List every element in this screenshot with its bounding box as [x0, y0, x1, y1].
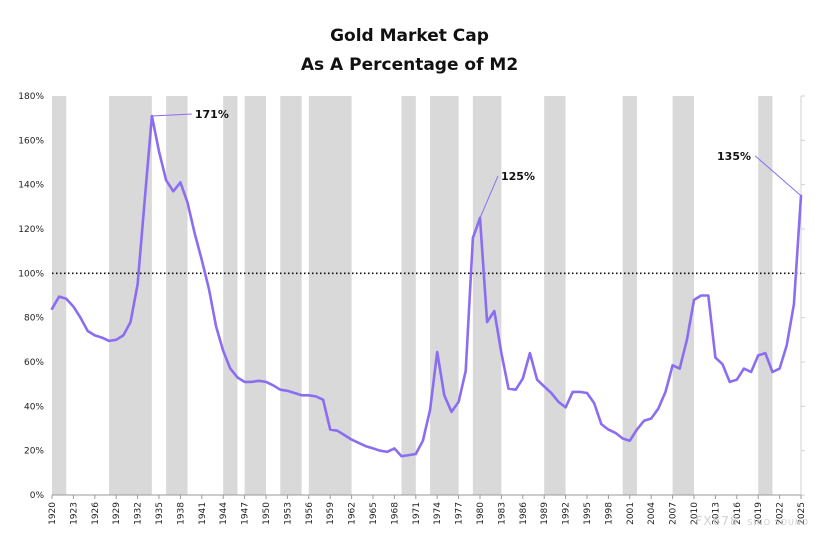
- x-tick-label: 1974: [433, 502, 443, 525]
- y-tick-label: 100%: [18, 269, 44, 279]
- y-tick-label: 140%: [18, 181, 44, 191]
- x-tick-label: 1938: [176, 502, 186, 525]
- x-tick-label: 1926: [91, 502, 101, 525]
- x-tick-label: 2013: [711, 502, 721, 525]
- y-tick-label: 40%: [24, 402, 44, 412]
- gold-m2-line: [50, 114, 803, 458]
- x-tick-label: 2016: [733, 502, 743, 525]
- x-tick-label: 1920: [48, 502, 58, 525]
- x-tick-label: 1968: [390, 502, 400, 525]
- x-tick-label: 2025: [797, 502, 807, 525]
- shaded-period: [672, 96, 694, 495]
- y-tick-label: 160%: [18, 136, 44, 146]
- x-tick-label: 1980: [476, 502, 486, 525]
- x-tick-label: 1998: [604, 502, 614, 525]
- watermark: FX678 SINO SOUND: [696, 514, 810, 528]
- y-tick-label: 120%: [18, 225, 44, 235]
- annotation-leader: [479, 175, 499, 219]
- x-tick-label: 1956: [305, 502, 315, 525]
- annotation-leader: [754, 155, 802, 197]
- chart-subtitle: As A Percentage of M2: [300, 55, 519, 75]
- y-tick-label: 0%: [30, 491, 45, 501]
- x-tick-label: 1941: [198, 502, 208, 525]
- x-tick-label: 2022: [776, 502, 786, 525]
- x-tick-label: 1965: [369, 502, 379, 525]
- shaded-period: [544, 96, 566, 495]
- y-tick-label: 80%: [24, 314, 44, 324]
- x-tick-label: 1977: [455, 502, 465, 525]
- shaded-period: [622, 96, 637, 495]
- x-tick-label: 1950: [262, 502, 272, 525]
- y-tick-label: 180%: [18, 92, 44, 102]
- shaded-period: [280, 96, 302, 495]
- shaded-period: [472, 96, 502, 495]
- shaded-period: [223, 96, 238, 495]
- x-tick-label: 2007: [669, 502, 679, 525]
- x-tick-label: 1986: [519, 502, 529, 525]
- annotation-leader: [151, 113, 192, 117]
- x-tick-label: 1959: [326, 502, 336, 525]
- x-tick-label: 1944: [219, 502, 229, 525]
- x-tick-label: 1923: [69, 502, 79, 525]
- annotation-label: 135%: [717, 150, 751, 163]
- x-tick-label: 2001: [626, 502, 636, 525]
- annotation-label: 125%: [501, 170, 535, 183]
- y-tick-label: 20%: [24, 447, 44, 457]
- shaded-period: [430, 96, 459, 495]
- shaded-period: [244, 96, 266, 495]
- y-tick-label: 60%: [24, 358, 44, 368]
- x-tick-label: 1962: [348, 502, 358, 525]
- x-tick-label: 1932: [134, 502, 144, 525]
- x-tick-label: 1995: [583, 502, 593, 525]
- shaded-period: [758, 96, 773, 495]
- chart-title: Gold Market Cap: [330, 26, 489, 46]
- watermark-text: FX678: [695, 514, 739, 528]
- x-tick-label: 1989: [540, 502, 550, 525]
- x-tick-label: 1935: [155, 502, 165, 525]
- x-tick-label: 2010: [690, 502, 700, 525]
- watermark-subtext: SINO SOUND: [747, 518, 809, 527]
- x-tick-label: 2019: [754, 502, 764, 525]
- x-tick-label: 1947: [241, 502, 251, 525]
- x-tick-label: 1983: [497, 502, 507, 525]
- shaded-period: [166, 96, 188, 495]
- x-tick-label: 2004: [647, 502, 657, 525]
- x-tick-label: 1953: [283, 502, 293, 525]
- annotation-label: 171%: [195, 108, 229, 121]
- shaded-period: [401, 96, 416, 495]
- x-tick-label: 1992: [562, 502, 572, 525]
- shaded-period: [109, 96, 152, 495]
- x-tick-label: 1929: [112, 502, 122, 525]
- x-tick-label: 1971: [412, 502, 422, 525]
